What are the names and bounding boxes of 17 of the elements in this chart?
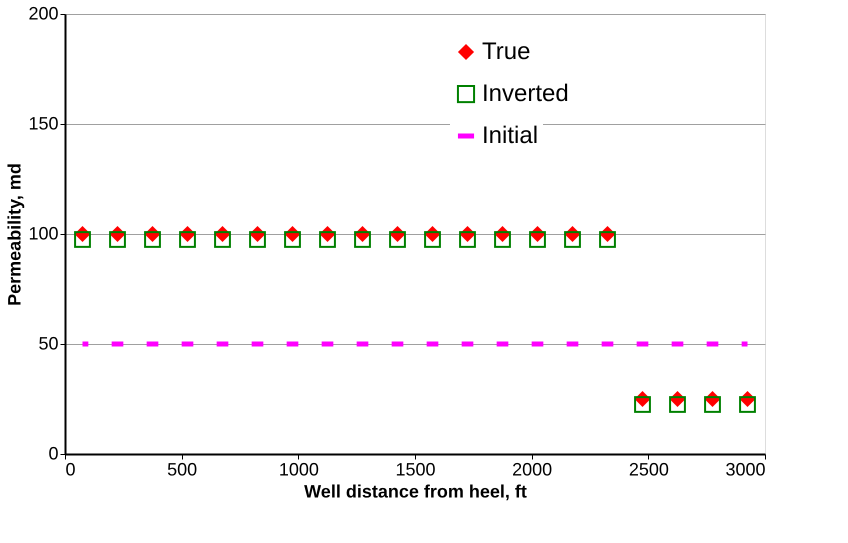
x-tick-label: 1500 xyxy=(395,460,436,480)
y-tick-label: 150 xyxy=(28,114,58,134)
x-tick-label: 3000 xyxy=(725,460,766,480)
y-tick-label: 100 xyxy=(28,224,58,244)
legend-label: True xyxy=(482,38,530,65)
x-tick-label: 2500 xyxy=(628,460,669,480)
x-tick-label: 0 xyxy=(66,460,76,480)
legend-label: Initial xyxy=(482,122,538,149)
x-axis-title: Well distance from heel, ft xyxy=(304,482,527,502)
y-tick-label: 50 xyxy=(38,334,58,354)
x-tick-label: 500 xyxy=(167,460,198,480)
y-axis-title: Permeability, md xyxy=(4,163,24,306)
y-tick-label: 200 xyxy=(28,4,58,24)
legend-label: Inverted xyxy=(482,80,569,107)
x-tick-label: 1000 xyxy=(278,460,319,480)
y-tick-label: 0 xyxy=(48,444,58,464)
x-tick-label: 2000 xyxy=(512,460,552,480)
